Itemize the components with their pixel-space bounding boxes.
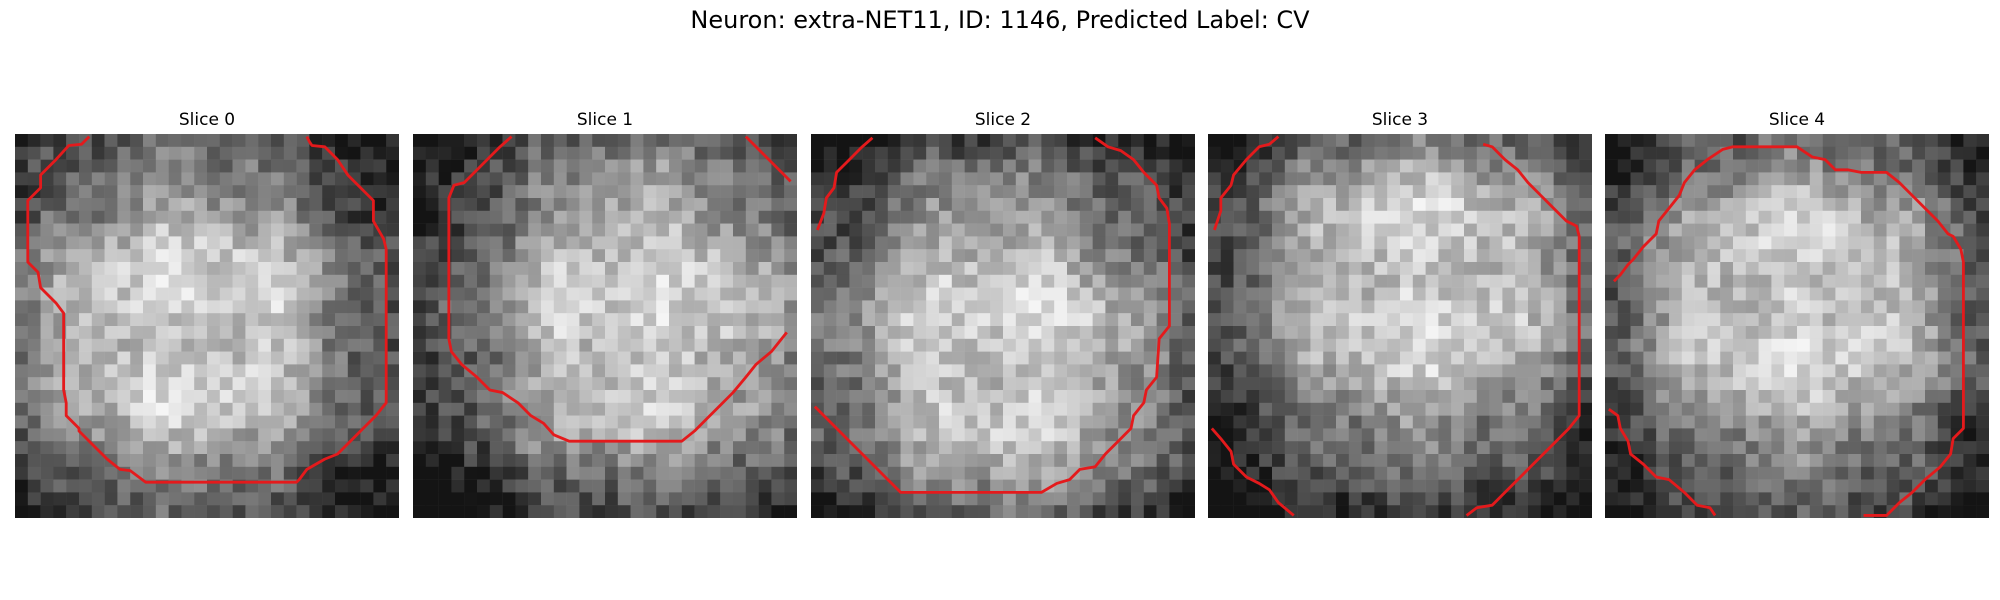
- slice-image-0: [15, 134, 399, 518]
- slice-title-1: Slice 1: [576, 110, 634, 130]
- contour-line-0: [447, 135, 788, 443]
- slice-title-2: Slice 2: [974, 110, 1032, 130]
- contour-line-1: [813, 136, 1171, 494]
- slice-title-3: Slice 3: [1371, 110, 1429, 130]
- slice-panel-0: Slice 0: [15, 107, 399, 518]
- contour-line-1: [744, 135, 792, 183]
- slice-image-3: [1208, 134, 1592, 518]
- slice-title-4: Slice 4: [1768, 110, 1826, 130]
- slice-title-0: Slice 0: [178, 110, 236, 130]
- contour-line-1: [1608, 408, 1717, 517]
- figure-title: Neuron: extra-NET11, ID: 1146, Predicted…: [690, 6, 1310, 34]
- contour-line-2: [1210, 427, 1295, 517]
- slice-panel-2: Slice 2: [811, 107, 1195, 518]
- pixel-grid: [1605, 134, 1989, 518]
- pixel-grid: [413, 134, 797, 518]
- pixel-grid: [1208, 134, 1592, 518]
- contour-line-0: [1213, 135, 1280, 231]
- slice-panel-1: Slice 1: [413, 107, 797, 518]
- contour-line-0: [816, 136, 874, 231]
- slice-image-1: [413, 134, 797, 518]
- contour-line-0: [1612, 145, 1965, 517]
- slice-panel-3: Slice 3: [1208, 107, 1592, 518]
- slice-panel-4: Slice 4: [1605, 107, 1989, 518]
- slice-image-2: [811, 134, 1195, 518]
- pixel-grid: [15, 134, 399, 518]
- slice-image-4: [1605, 134, 1989, 518]
- contour-line-1: [1465, 142, 1581, 517]
- contour-line-0: [26, 135, 388, 484]
